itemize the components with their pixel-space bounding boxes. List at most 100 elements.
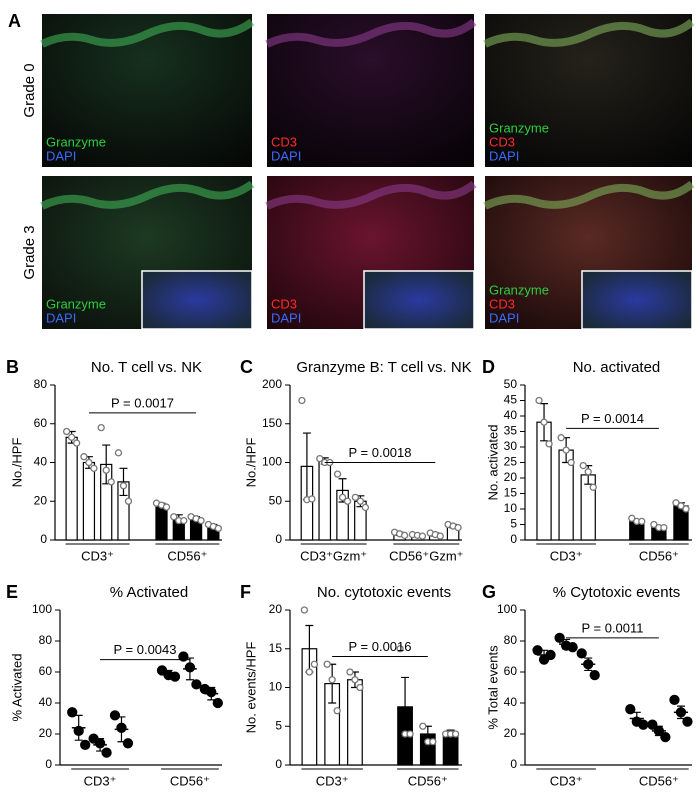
data-point	[310, 660, 319, 668]
data-point	[351, 676, 359, 684]
data-point	[107, 478, 115, 486]
x-group-label: CD3⁺	[550, 773, 583, 788]
data-point	[351, 493, 360, 502]
chart-title: No. activated	[573, 359, 661, 376]
data-point	[191, 679, 202, 690]
data-point	[102, 466, 110, 474]
data-point	[114, 449, 123, 457]
stain-label: CD3	[489, 296, 515, 311]
y-axis-title: No. events/HPF	[243, 642, 258, 734]
data-point	[90, 464, 98, 472]
y-tick-label: 80	[39, 633, 53, 647]
panel-label: D	[482, 357, 495, 377]
data-point	[545, 440, 553, 448]
epidermis	[265, 18, 477, 48]
y-tick-label: 30	[504, 439, 518, 453]
chart-title: Granzyme B: T cell vs. NK	[296, 359, 471, 376]
data-point	[343, 497, 352, 505]
data-point	[85, 458, 93, 467]
y-tick-label: 200	[262, 377, 282, 391]
data-point	[116, 722, 127, 733]
data-point	[184, 662, 196, 673]
y-tick-label: 50	[269, 493, 283, 507]
data-point	[672, 499, 680, 507]
bar	[82, 461, 96, 541]
data-point	[73, 725, 84, 737]
data-point	[67, 707, 78, 718]
data-point	[298, 396, 306, 405]
chart-title: % Cytotoxic events	[553, 584, 681, 601]
stain-label: DAPI	[489, 310, 519, 325]
data-point	[300, 606, 309, 614]
data-point	[532, 645, 543, 656]
y-tick-label: 45	[504, 393, 518, 407]
y-tick-label: 20	[269, 602, 283, 616]
data-point	[567, 458, 575, 467]
y-tick-label: 10	[504, 501, 518, 515]
y-tick-label: 20	[39, 726, 53, 740]
x-group-label: CD56⁺	[170, 773, 210, 788]
inset	[581, 270, 693, 330]
y-tick-label: 80	[504, 633, 518, 647]
x-group-label: CD3⁺Gzm⁺	[300, 548, 367, 563]
y-tick-label: 40	[34, 455, 48, 469]
data-point	[97, 423, 105, 432]
row-label: Grade 3	[21, 225, 38, 279]
data-point	[328, 676, 336, 684]
y-tick-label: 0	[510, 532, 517, 546]
inset	[363, 270, 475, 330]
y-tick-label: 25	[504, 455, 518, 469]
data-point	[305, 668, 314, 676]
y-tick-label: 0	[40, 532, 47, 546]
y-tick-label: 40	[504, 408, 518, 422]
data-point	[545, 649, 556, 661]
panel-label: C	[240, 357, 253, 377]
data-point	[557, 434, 565, 442]
inset	[141, 270, 253, 330]
data-point	[308, 495, 316, 503]
data-point	[356, 683, 364, 692]
y-tick-label: 40	[39, 695, 53, 709]
y-axis-title: No./HPF	[9, 438, 24, 488]
chart-title: % Activated	[110, 584, 188, 601]
data-point	[419, 722, 427, 730]
data-point	[170, 513, 178, 521]
data-point	[400, 531, 409, 539]
y-tick-label: 5	[510, 517, 517, 531]
data-point	[122, 738, 134, 749]
data-point	[101, 747, 112, 758]
data-point	[197, 516, 205, 525]
data-point	[72, 439, 81, 447]
epidermis	[40, 18, 255, 48]
data-point	[178, 651, 189, 662]
data-point	[429, 738, 437, 746]
y-tick-label: 35	[504, 424, 518, 438]
data-point	[436, 532, 444, 540]
bar	[65, 436, 78, 541]
p-value: P = 0.0016	[348, 639, 411, 654]
data-point	[576, 648, 587, 659]
data-point	[554, 632, 565, 644]
data-point	[109, 710, 121, 721]
data-point	[682, 505, 690, 513]
data-point	[677, 502, 685, 510]
stain-label: DAPI	[489, 148, 519, 163]
data-point	[406, 730, 414, 738]
x-group-label: CD56⁺Gzm⁺	[389, 548, 463, 563]
epidermis	[483, 18, 695, 48]
stain-label: Granzyme	[489, 120, 549, 135]
data-point	[396, 645, 404, 653]
bar	[442, 733, 459, 766]
data-point	[333, 707, 341, 715]
x-group-label: CD56⁺	[639, 773, 679, 788]
data-point	[333, 470, 342, 478]
panel-label: F	[240, 582, 251, 602]
data-point	[562, 446, 570, 454]
y-tick-label: 20	[34, 493, 48, 507]
chart-title: No. cytotoxic events	[317, 584, 451, 601]
data-point	[579, 461, 587, 470]
data-point	[214, 524, 223, 533]
y-axis-title: % Activated	[9, 654, 24, 722]
y-tick-label: 20	[504, 726, 518, 740]
data-point	[650, 520, 658, 529]
